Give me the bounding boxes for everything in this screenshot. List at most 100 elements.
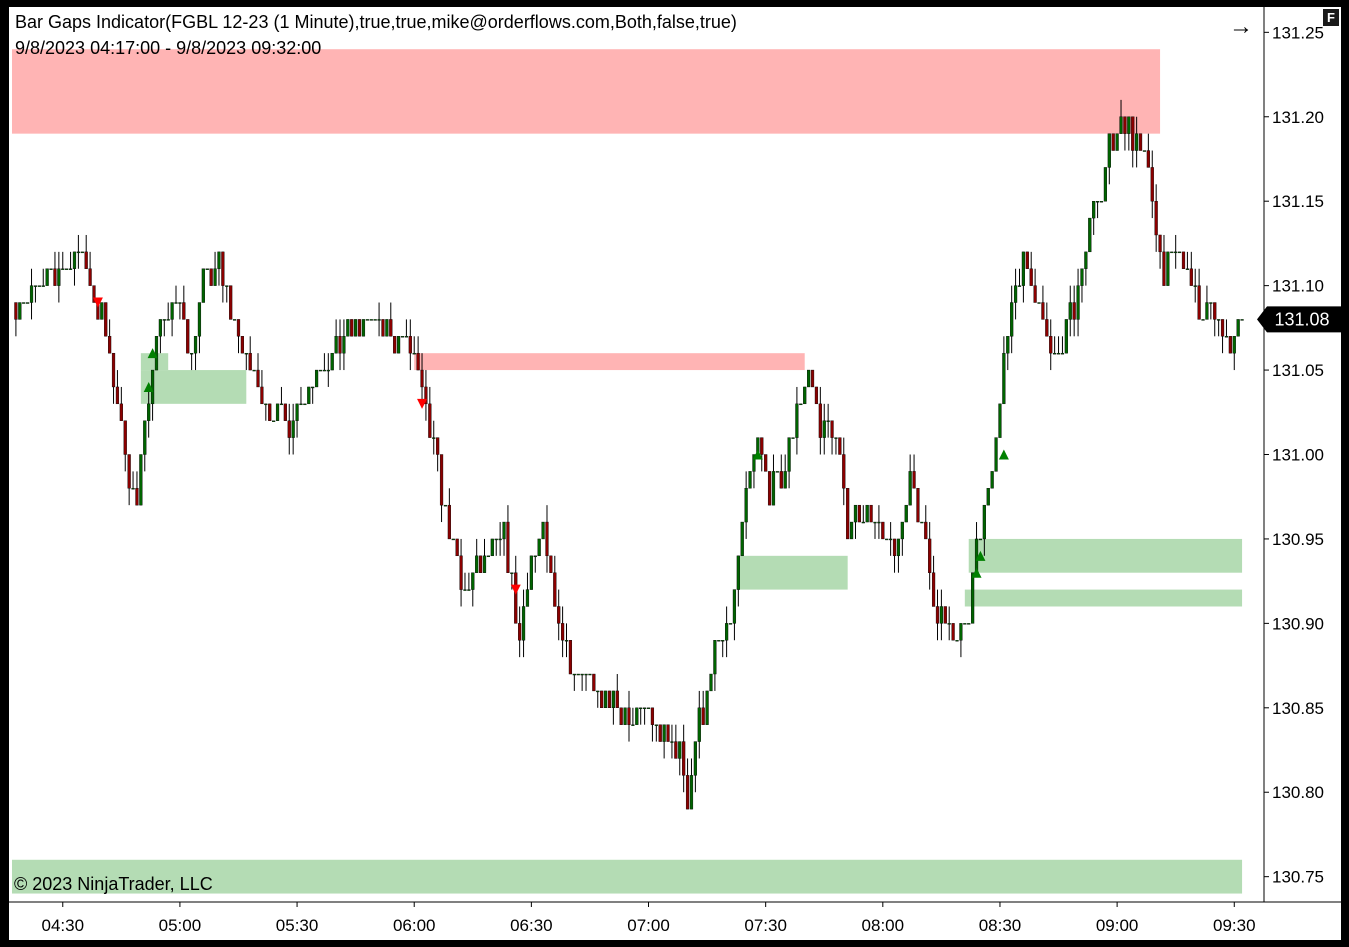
candle-up [400,336,405,338]
candle-up [693,741,697,776]
candle-down [1041,302,1045,320]
candle-up [45,268,49,286]
candle-down [1162,251,1166,286]
candle-down [553,572,557,607]
candle-up [490,538,494,557]
candle-up [1092,200,1096,219]
y-axis[interactable]: 131.25 131.20 131.15 131.10 131.05 131.00 130.… [1264,23,1324,887]
candle-down [424,386,428,405]
candle-down [268,403,272,421]
candle-up [803,386,807,405]
candle-up [1135,133,1139,151]
candle-up [853,504,858,523]
candle-up [1166,251,1170,286]
candle-up [705,690,709,725]
candle-up [728,623,733,625]
candle-up [896,538,901,557]
candle-up [834,437,838,439]
candle-up [1013,285,1018,303]
candle-down [892,538,897,557]
candle-up [920,521,924,524]
candle-up [291,420,295,438]
candle-down [287,420,291,438]
candle-up [205,268,209,270]
candle-up [201,268,205,303]
y-tick-label: 130.85 [1272,699,1324,718]
candle-up [158,319,162,337]
candle-down [619,707,623,725]
candle-up [877,521,881,524]
candle-up [635,707,639,725]
candle-down [935,606,940,624]
candle-up [154,336,159,371]
candle-up [603,690,608,709]
candle-up [377,319,381,321]
candle-down [447,504,451,540]
candle-up [799,403,803,406]
gap-zone-up [964,589,1243,607]
candle-down [1154,200,1158,236]
candle-down [209,268,213,286]
candle-up [537,538,541,557]
candle-up [1076,285,1080,320]
up-gap-marker [975,550,986,561]
candle-down [650,707,655,725]
candle-up [41,285,45,287]
candle-down [1049,336,1053,354]
x-tick-label: 08:00 [862,916,905,935]
gap-zones-layer [12,49,1243,894]
candle-down [389,319,393,337]
candle-up [998,403,1002,438]
candle-up [432,437,436,439]
candle-up [775,471,779,473]
candle-up [22,302,26,304]
candle-down [127,454,131,489]
x-axis[interactable]: 04:30 05:00 05:30 06:00 06:30 07:00 07:30 08:00… [41,902,1256,935]
candle-up [939,606,943,624]
current-price-label: 131.08 [1274,309,1329,329]
candle-down [857,504,861,523]
candle-up [166,319,170,321]
candle-down [924,521,928,540]
candle-down [111,352,116,388]
y-tick-label: 130.80 [1272,783,1324,802]
current-price-badge: 131.08 [1257,306,1341,333]
corner-f-button[interactable]: F [1323,9,1339,26]
candle-up [80,251,84,254]
gap-zone-up [738,555,848,590]
x-tick-label: 05:30 [276,916,319,935]
candle-up [873,521,877,524]
candle-up [994,437,998,472]
candle-up [654,724,658,726]
y-tick-label: 130.90 [1272,614,1324,633]
candle-down [916,488,920,523]
candle-up [748,471,752,489]
candle-up [1217,319,1221,321]
x-tick-label: 09:00 [1096,916,1139,935]
gap-zone-up [140,353,169,371]
candle-up [279,403,284,406]
candle-down [1150,167,1154,202]
candle-down [814,386,819,405]
candle-down [240,336,244,354]
candle-down [1131,116,1135,151]
candle-down [221,251,225,286]
arrow-right-icon[interactable]: → [1229,13,1253,40]
candle-down [615,690,619,709]
candle-up [275,403,280,421]
y-axis-background [1264,7,1341,902]
gap-zone-down [12,49,1161,134]
candle-up [307,386,311,405]
candle-up [299,403,303,406]
candle-down [428,403,432,438]
candle-down [943,606,947,624]
candle-down [248,352,252,371]
candle-up [303,403,307,406]
gap-zone-up [12,859,1243,894]
candle-up [100,302,104,320]
candle-up [494,538,498,541]
candle-down [600,690,604,709]
candle-up [1021,251,1025,286]
candle-down [627,707,631,725]
y-tick-label: 131.15 [1272,192,1324,211]
